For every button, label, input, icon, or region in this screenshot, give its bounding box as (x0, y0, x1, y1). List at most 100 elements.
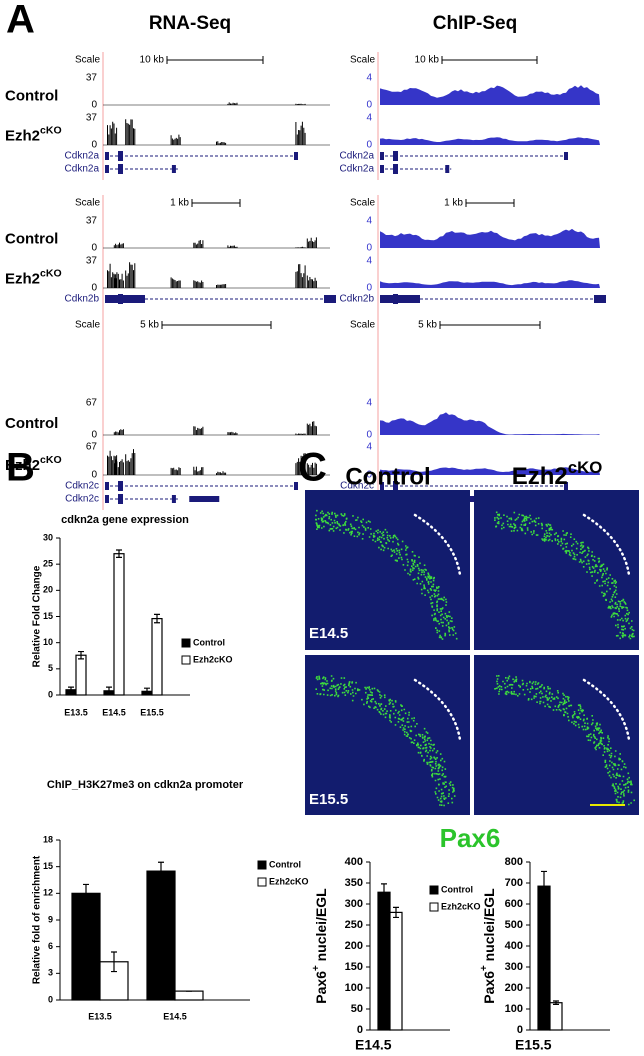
y-tick-label: 12 (43, 888, 53, 898)
y-tick-label: 100 (345, 982, 363, 994)
label-part: Pax6 (313, 971, 329, 1004)
label-part: + (311, 965, 322, 971)
bar (389, 911, 403, 1031)
exon (393, 294, 398, 304)
gene-name: Cdkn2c (65, 494, 99, 505)
egl-outline (582, 678, 631, 742)
track-min: 0 (366, 140, 372, 151)
exon (380, 152, 384, 160)
egl-outline (582, 513, 631, 577)
column-label: Ezh2cKO (512, 458, 603, 490)
y-tick-label: 700 (505, 877, 523, 889)
label-part: Ezh2 (5, 457, 40, 474)
track-max: 4 (366, 256, 372, 267)
y-tick-label: 5 (48, 663, 53, 673)
track-max: 37 (86, 216, 98, 227)
bar (151, 617, 163, 696)
y-tick-label: 9 (48, 914, 53, 924)
track-max: 4 (366, 216, 372, 227)
scale-bar (465, 199, 515, 207)
gene-name: Cdkn2a (340, 151, 375, 162)
x-tick-label: E15.5 (140, 707, 164, 717)
y-tick-label: 0 (48, 689, 53, 699)
rna-title: RNA-Seq (149, 13, 231, 34)
exon (564, 482, 568, 490)
bar (549, 1002, 563, 1031)
legend-label: Control (193, 637, 225, 647)
micrograph (474, 655, 639, 815)
row-label: E15.5 (309, 791, 348, 808)
y-tick-label: 15 (43, 861, 53, 871)
gene-name: Cdkn2a (65, 164, 100, 175)
micrograph (474, 490, 639, 650)
track-min: 0 (91, 243, 97, 254)
label-part: Ezh2 (5, 270, 40, 287)
label-part: nuclei/EGL (481, 888, 497, 965)
rna-signal (107, 449, 317, 475)
error-bar (83, 883, 89, 903)
scale-length: 10 kb (415, 55, 440, 66)
legend-label: Ezh2cKO (269, 876, 309, 886)
y-tick-label: 6 (48, 941, 53, 951)
x-tick-label: E13.5 (64, 707, 88, 717)
chip-title: ChIP-Seq (433, 13, 517, 34)
y-tick-label: 200 (505, 982, 523, 994)
exon (380, 482, 384, 490)
y-tick-label: 300 (505, 961, 523, 973)
y-tick-label: 3 (48, 968, 53, 978)
x-tick-label: E14.5 (102, 707, 126, 717)
track-min: 0 (366, 430, 372, 441)
y-axis-label: Pax6+ nuclei/EGL (311, 888, 329, 1004)
scale-length: 5 kb (140, 320, 159, 331)
label-part: cKO (40, 124, 62, 136)
legend-label: Ezh2cKO (193, 654, 233, 664)
legend-swatch (257, 860, 267, 870)
pax6-cells (315, 675, 456, 807)
exon (105, 165, 109, 173)
y-tick-label: 0 (48, 994, 53, 1004)
track-name: Ezh2cKO (5, 454, 62, 474)
egl-outline (413, 678, 462, 742)
legend-swatch (257, 877, 267, 887)
track-name: Ezh2cKO (5, 267, 62, 287)
gene-name: Cdkn2a (340, 164, 375, 175)
exon (380, 165, 384, 173)
y-tick-label: 18 (43, 834, 53, 844)
y-tick-label: 100 (505, 1003, 523, 1015)
track-max: 37 (86, 256, 98, 267)
error-bar (116, 549, 122, 558)
x-tick-label: E15.5 (515, 1037, 552, 1053)
error-bar (541, 870, 547, 902)
y-tick-label: 15 (43, 611, 53, 621)
gene-name: Cdkn2a (65, 151, 100, 162)
x-tick-label: E14.5 (355, 1037, 392, 1053)
bar (377, 891, 391, 1031)
track-max: 37 (86, 113, 98, 124)
y-tick-label: 200 (345, 940, 363, 952)
y-tick-label: 400 (505, 940, 523, 952)
exon (445, 165, 450, 173)
legend-swatch (181, 655, 191, 665)
exon (324, 295, 336, 303)
track-name: Control (5, 87, 58, 104)
pax6-cells (494, 511, 635, 640)
y-axis-label: Relative fold of enrichment (32, 855, 43, 984)
exon (393, 151, 398, 161)
y-tick-label: 300 (345, 898, 363, 910)
y-tick-label: 30 (43, 532, 53, 542)
rna-signal (107, 262, 317, 288)
exon (294, 152, 298, 160)
scale-bar (441, 56, 538, 64)
y-tick-label: 50 (351, 1003, 363, 1015)
track-max: 4 (366, 113, 372, 124)
rna-signal (113, 237, 317, 248)
chip-signal (380, 280, 600, 288)
error-bar (106, 686, 112, 696)
error-bar (158, 861, 164, 881)
exon (105, 152, 109, 160)
rna-signal (227, 102, 306, 105)
legend-label: Ezh2cKO (441, 901, 481, 911)
track-min: 0 (91, 140, 97, 151)
scale-label: Scale (75, 55, 100, 66)
exon (171, 165, 176, 173)
